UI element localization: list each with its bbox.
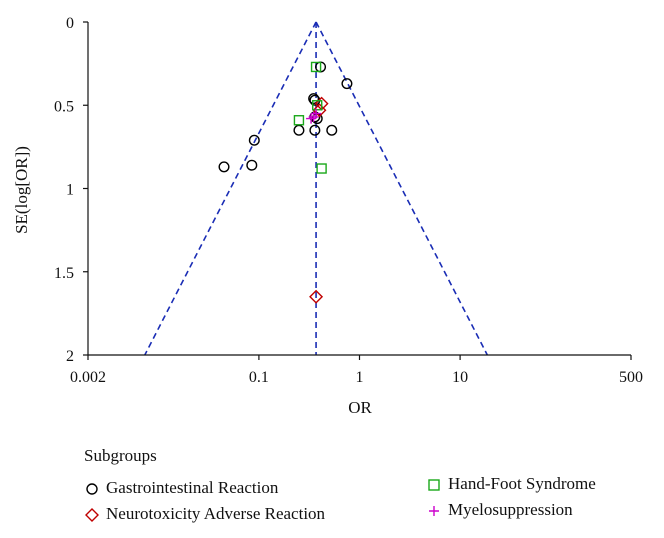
data-point-square [310, 61, 322, 73]
y-tick-label: 2 [66, 348, 74, 365]
data-point-square [316, 163, 327, 174]
circle-marker-icon [86, 483, 98, 495]
square-marker-icon [428, 479, 440, 491]
data-point-circle [248, 134, 260, 146]
data-point-plus [306, 113, 317, 124]
funnel-lines [144, 21, 489, 356]
legend: Subgroups Gastrointestinal Reaction Neur… [84, 446, 654, 530]
y-tick-label: 1.5 [54, 265, 74, 282]
data-point-circle [341, 78, 353, 90]
data-point-diamond [309, 289, 324, 304]
legend-label: Gastrointestinal Reaction [106, 478, 279, 497]
y-tick-label: 0.5 [54, 98, 74, 115]
data-point-circle [308, 93, 320, 105]
diamond-marker-icon [85, 508, 99, 522]
x-axis-title: OR [348, 398, 372, 417]
data-point-circle [293, 124, 305, 136]
data-point-circle [218, 161, 230, 173]
axes [87, 22, 631, 356]
funnel-right-limit-line [315, 21, 489, 356]
y-tick-label: 1 [66, 182, 74, 199]
data-points [218, 61, 353, 304]
x-tick-label: 0.1 [249, 369, 269, 386]
funnel-left-limit-line [144, 21, 317, 356]
plus-marker-icon [429, 506, 439, 516]
x-tick-label: 1 [356, 369, 364, 386]
funnel-plot: 0.002 0.1 1 10 500 0 0.5 1 1.5 2 OR SE(log[OR]) [12, 15, 643, 417]
x-tick-label: 10 [452, 369, 468, 386]
data-point-plus [308, 111, 319, 122]
legend-label: Neurotoxicity Adverse Reaction [106, 504, 326, 523]
data-point-square [312, 100, 323, 111]
ticks: 0.002 0.1 1 10 500 0 0.5 1 1.5 2 [54, 15, 643, 386]
data-point-circle [246, 159, 258, 171]
x-tick-label: 0.002 [70, 369, 106, 386]
data-point-square [293, 115, 305, 126]
y-axis-title: SE(log[OR]) [12, 146, 31, 234]
data-point-circle [326, 124, 338, 136]
y-tick-label: 0 [66, 15, 74, 32]
data-point-diamond [312, 103, 327, 118]
legend-title: Subgroups [84, 446, 157, 465]
legend-label: Hand-Foot Syndrome [448, 474, 596, 493]
legend-label: Myelosuppression [448, 500, 573, 519]
data-point-circle [309, 124, 321, 136]
x-tick-label: 500 [619, 369, 643, 386]
